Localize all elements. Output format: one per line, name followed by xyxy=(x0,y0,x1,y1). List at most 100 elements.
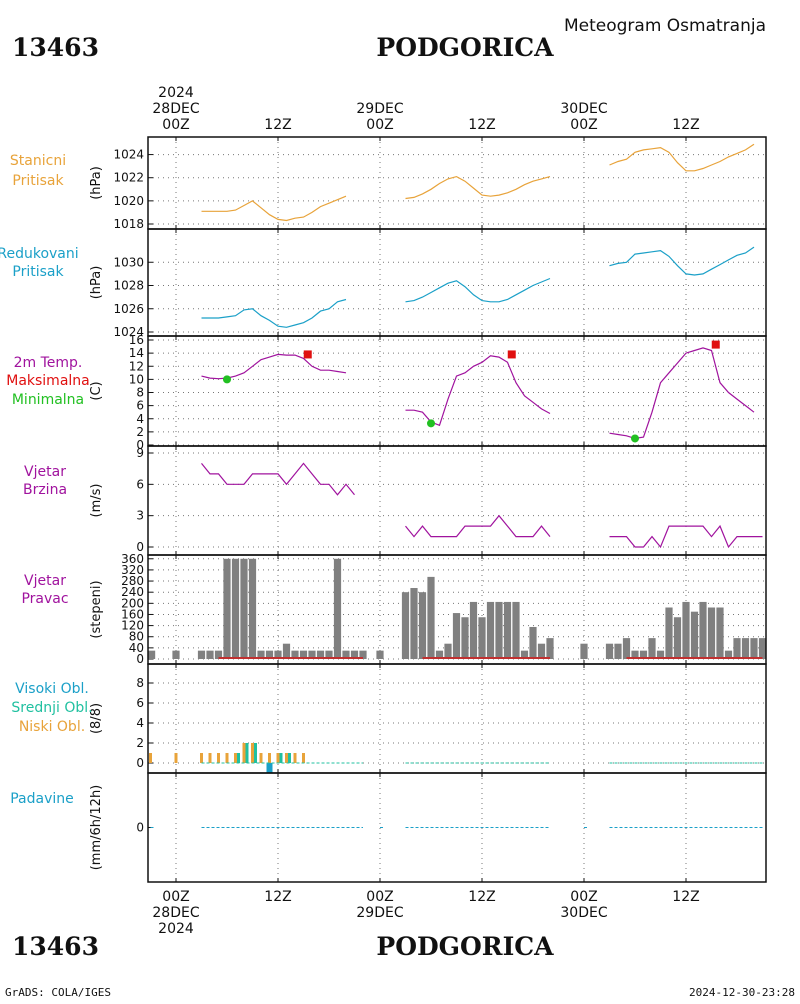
y-tick-label: 240 xyxy=(121,585,144,599)
panel-label: Brzina xyxy=(23,482,67,498)
panel-label: Srednji Obl. xyxy=(11,700,92,716)
low-cloud-bar xyxy=(268,753,271,763)
wind-direction-bar xyxy=(410,588,418,659)
y-tick-label: 280 xyxy=(121,574,144,588)
wind-direction-bar xyxy=(401,592,410,659)
wind-direction-bar xyxy=(148,650,156,659)
mid-cloud-bar xyxy=(288,753,291,763)
min-temp-marker xyxy=(427,419,435,428)
wind-direction-bar xyxy=(503,601,512,659)
bottom-time-label: 12Z xyxy=(468,889,495,905)
wind-direction-bar xyxy=(741,638,750,659)
y-tick-label: 1026 xyxy=(113,302,144,316)
y-tick-label: 2 xyxy=(136,425,144,439)
wind-direction-bar xyxy=(546,638,554,659)
wind-direction-bar xyxy=(248,558,257,659)
y-tick-label: 1024 xyxy=(113,148,144,162)
y-tick-label: 16 xyxy=(129,333,144,347)
series-line xyxy=(609,143,755,172)
top-time-label: 00Z xyxy=(162,117,189,133)
wind-direction-bar xyxy=(665,607,673,659)
wind-direction-bar xyxy=(699,601,707,659)
top-time-label: 00Z xyxy=(366,117,393,133)
wind-direction-bar xyxy=(172,650,180,659)
wind-direction-bar xyxy=(750,638,758,659)
y-tick-label: 0 xyxy=(136,540,144,554)
min-temp-marker xyxy=(631,434,639,443)
y-axis-label: (8/8) xyxy=(89,703,104,734)
bottom-time-label: 00Z xyxy=(366,889,393,905)
wind-direction-bar xyxy=(350,650,359,659)
wind-direction-bar xyxy=(478,617,486,659)
y-axis-label: (hPa) xyxy=(89,266,104,300)
y-tick-label: 0 xyxy=(136,652,144,666)
mid-cloud-bar xyxy=(237,753,240,763)
panel-frame xyxy=(147,772,767,883)
y-tick-label: 80 xyxy=(129,630,144,644)
y-tick-label: 10 xyxy=(129,372,144,386)
y-tick-label: 4 xyxy=(136,412,144,426)
low-cloud-bar xyxy=(174,753,178,763)
y-tick-label: 6 xyxy=(136,696,144,710)
low-cloud-bar xyxy=(234,753,237,763)
y-tick-label: 2 xyxy=(136,736,144,750)
wind-direction-bar xyxy=(376,650,384,659)
y-tick-label: 200 xyxy=(121,596,144,610)
y-tick-label: 1030 xyxy=(113,255,144,269)
low-cloud-bar xyxy=(302,753,305,763)
y-tick-label: 120 xyxy=(121,619,144,633)
panel-label: Padavine xyxy=(10,791,74,807)
y-tick-label: 40 xyxy=(129,641,144,655)
top-time-label: 30DEC xyxy=(560,101,607,117)
header-subtitle: Meteogram Osmatranja xyxy=(564,16,766,36)
y-tick-label: 1028 xyxy=(113,279,144,293)
wind-direction-bar xyxy=(274,650,282,659)
wind-direction-bar xyxy=(299,650,308,659)
wind-direction-bar xyxy=(682,601,690,659)
wind-direction-bar xyxy=(282,643,291,659)
wind-direction-bar xyxy=(240,558,248,659)
bottom-time-label: 30DEC xyxy=(560,905,607,921)
series-line xyxy=(201,298,347,328)
low-cloud-bar xyxy=(208,753,212,763)
low-cloud-bar xyxy=(293,753,297,763)
wind-direction-bar xyxy=(716,607,724,659)
wind-direction-bar xyxy=(333,558,342,659)
panel-label: Visoki Obl. xyxy=(15,681,89,697)
top-time-label: 29DEC xyxy=(356,101,403,117)
panel-label: Pravac xyxy=(21,591,68,607)
series-line xyxy=(609,524,763,549)
wind-direction-bar xyxy=(435,650,444,659)
wind-direction-bar xyxy=(223,558,231,659)
series-line xyxy=(405,277,551,303)
wind-direction-bar xyxy=(257,650,265,659)
panel-label: Pritisak xyxy=(12,264,64,280)
y-axis-label: (C) xyxy=(89,381,104,400)
low-cloud-bar xyxy=(276,753,280,763)
series-line xyxy=(201,195,347,222)
max-temp-marker xyxy=(303,350,312,359)
wind-direction-bar xyxy=(520,650,529,659)
panel-label: Minimalna xyxy=(12,392,84,408)
wind-direction-bar xyxy=(418,592,427,659)
wind-direction-bar xyxy=(580,643,588,659)
y-axis-label: (m/s) xyxy=(89,484,104,518)
high-cloud-bar xyxy=(266,763,273,773)
bottom-time-label: 2024 xyxy=(158,921,194,937)
low-cloud-bar xyxy=(259,753,263,763)
y-tick-label: 14 xyxy=(129,346,144,360)
wind-direction-bar xyxy=(444,643,452,659)
panel-label: Vjetar xyxy=(24,464,66,480)
wind-direction-bar xyxy=(495,601,503,659)
series-line xyxy=(201,462,355,496)
y-tick-label: 320 xyxy=(121,563,144,577)
y-tick-label: 6 xyxy=(136,477,144,491)
wind-direction-bar xyxy=(308,650,316,659)
y-tick-label: 0 xyxy=(136,438,144,452)
wind-direction-bar xyxy=(758,638,767,659)
footer-station-name: PODGORICA xyxy=(376,932,554,961)
wind-direction-bar xyxy=(537,643,546,659)
wind-direction-bar xyxy=(614,643,622,659)
y-tick-label: 160 xyxy=(121,607,144,621)
